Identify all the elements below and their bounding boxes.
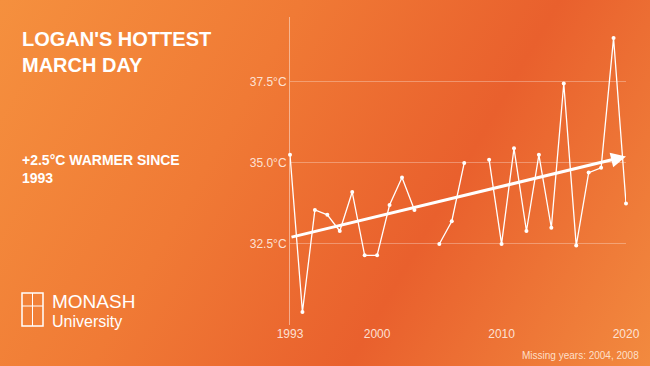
svg-text:+2.5°C WARMER SINCE1993: +2.5°C WARMER SINCE1993 <box>22 152 180 186</box>
svg-text:Missing years: 2004, 2008: Missing years: 2004, 2008 <box>522 350 639 361</box>
svg-text:MONASH: MONASH <box>52 291 135 312</box>
svg-text:LOGAN'S HOTTESTMARCH DAY: LOGAN'S HOTTESTMARCH DAY <box>22 28 211 76</box>
svg-text:35.0°C: 35.0°C <box>250 156 287 170</box>
svg-text:2020: 2020 <box>613 327 640 341</box>
svg-text:2010: 2010 <box>488 327 515 341</box>
svg-text:University: University <box>52 313 122 330</box>
svg-text:2000: 2000 <box>364 327 391 341</box>
svg-text:37.5°C: 37.5°C <box>250 75 287 89</box>
svg-text:1993: 1993 <box>277 327 304 341</box>
svg-text:32.5°C: 32.5°C <box>250 237 287 251</box>
